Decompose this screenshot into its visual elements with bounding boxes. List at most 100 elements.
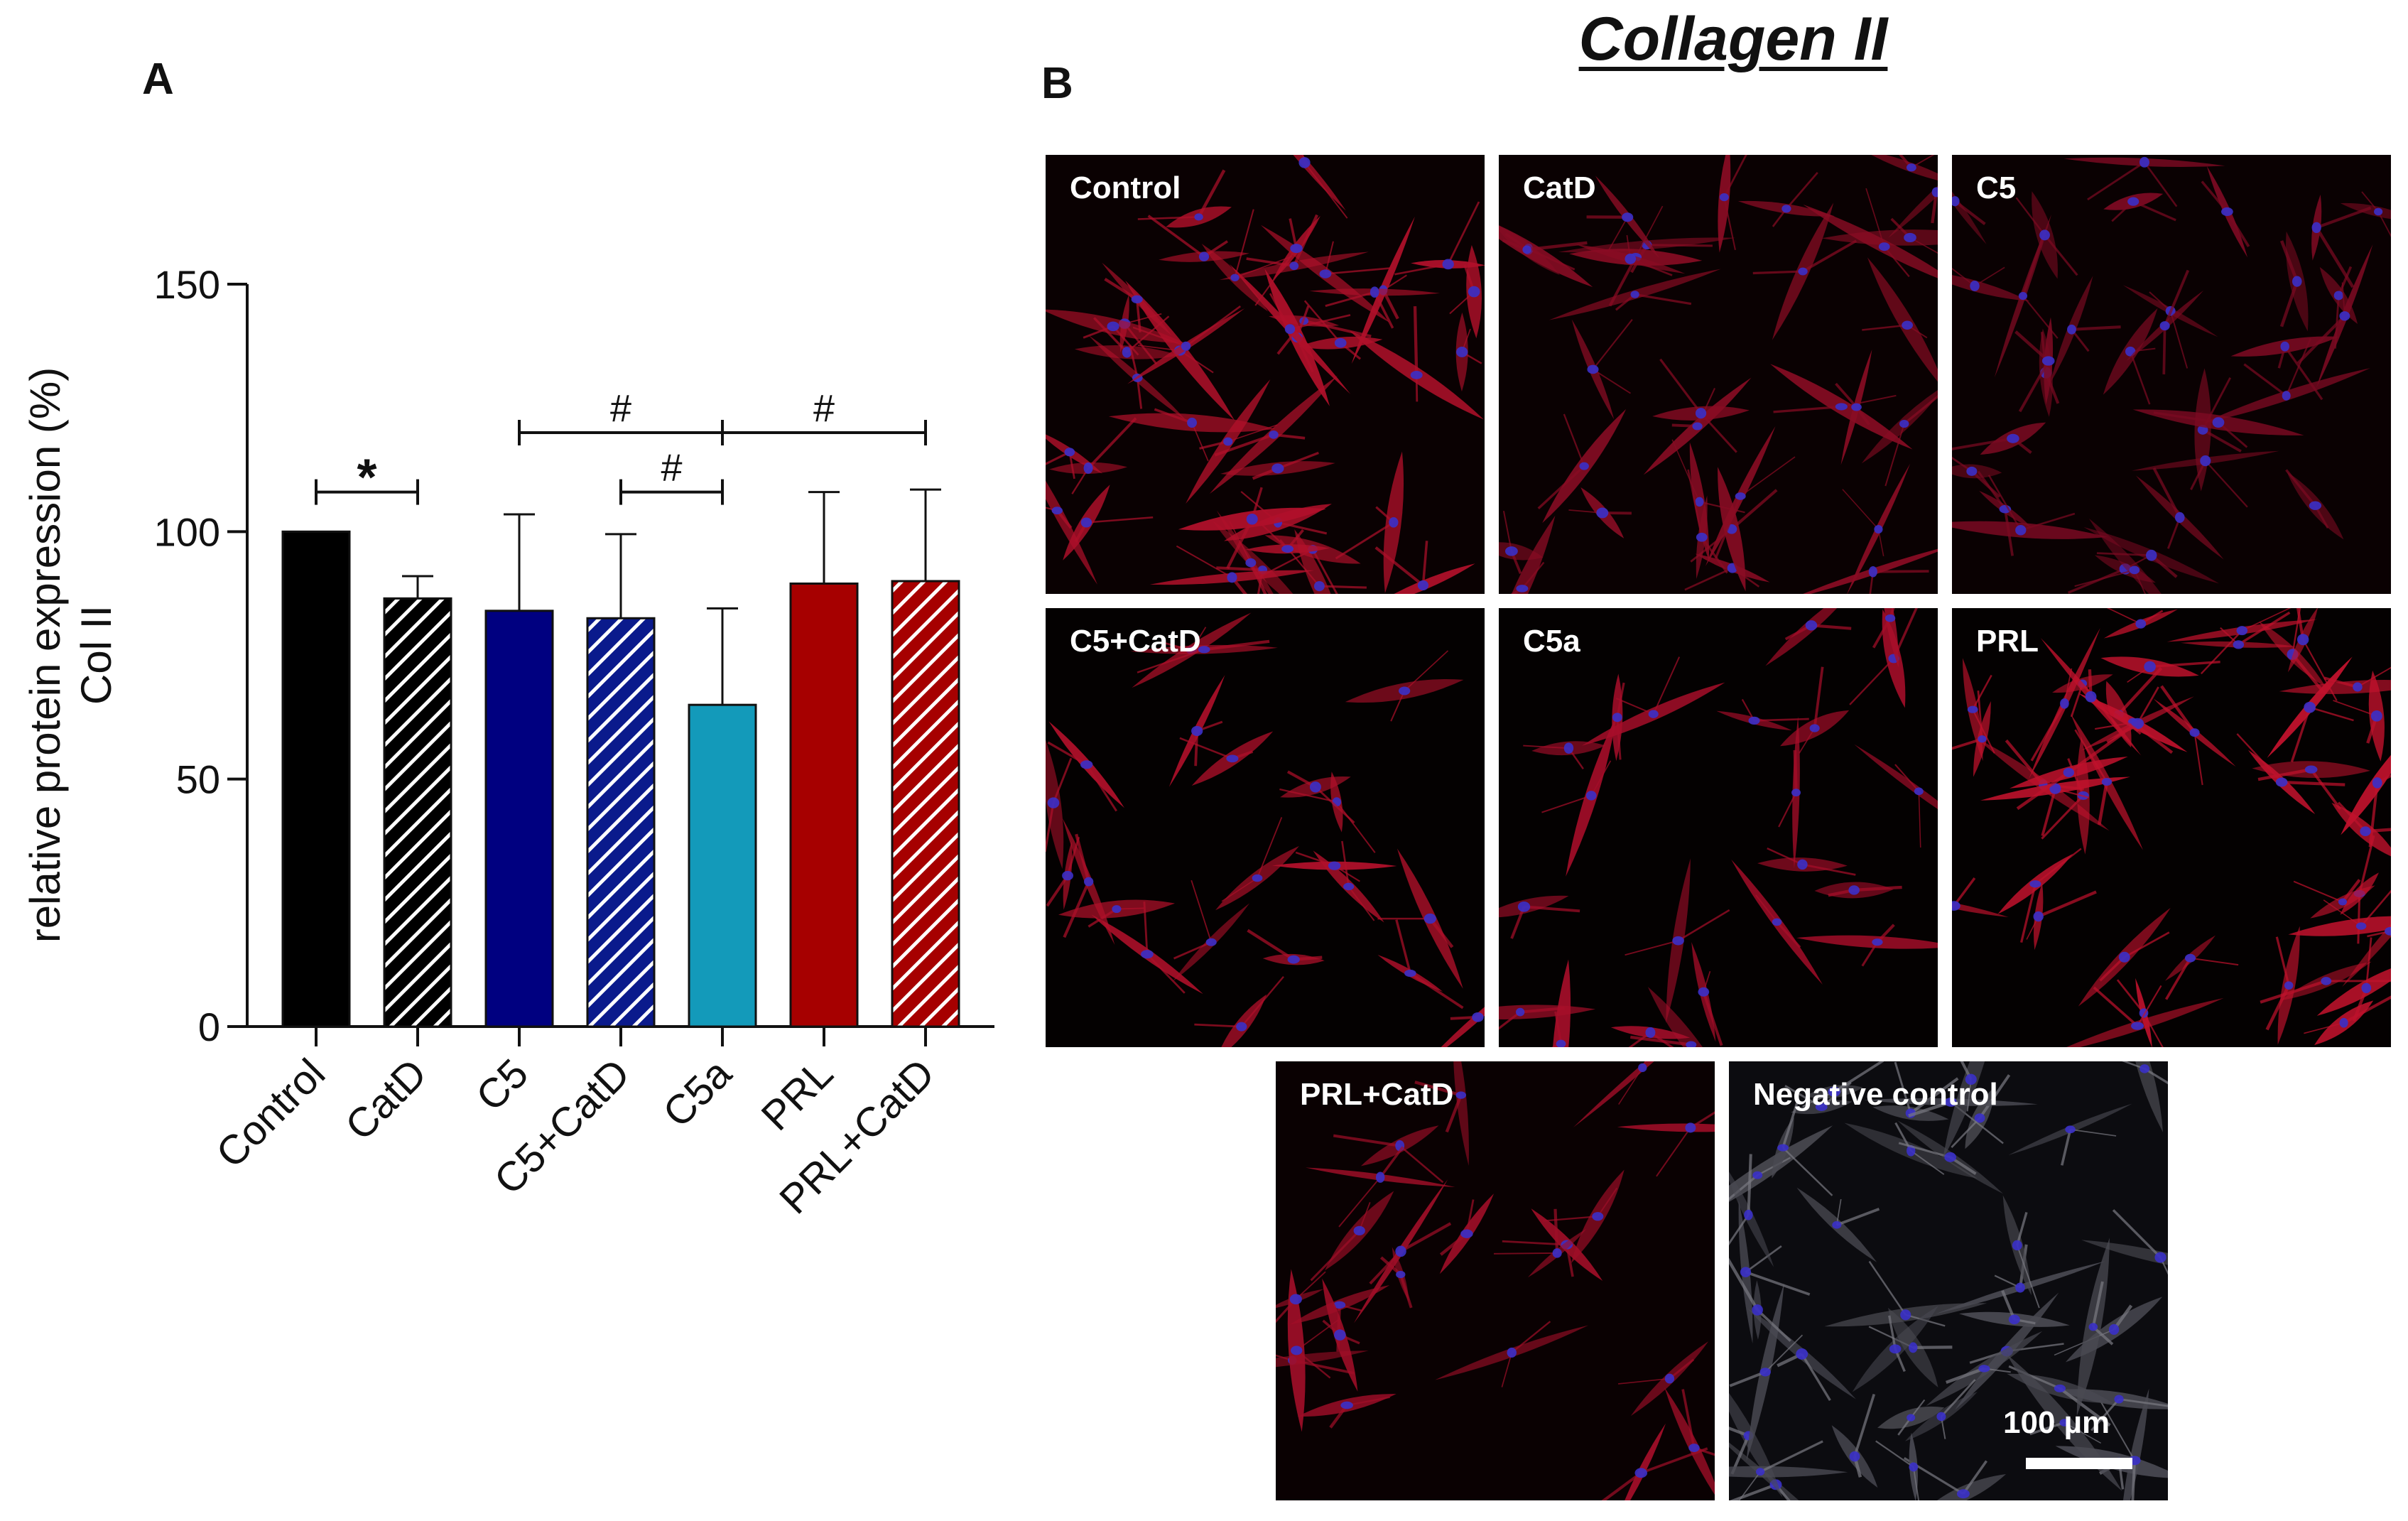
cell-process bbox=[1247, 929, 1295, 961]
nucleus bbox=[2304, 765, 2318, 774]
nucleus bbox=[1630, 291, 1639, 298]
cell-process bbox=[2074, 569, 2135, 588]
cell-process bbox=[1940, 1379, 1976, 1417]
cell-process bbox=[1868, 1260, 1907, 1316]
nucleus bbox=[2159, 321, 2170, 331]
nucleus bbox=[2221, 207, 2233, 217]
nucleus bbox=[1835, 403, 1848, 411]
cell-process bbox=[1329, 1404, 1348, 1429]
cell-body bbox=[2066, 997, 2224, 1047]
cell-process bbox=[2122, 1061, 2145, 1070]
y-tick-label: 100 bbox=[154, 509, 220, 554]
nucleus bbox=[2088, 1323, 2098, 1331]
x-tick-label: C5a bbox=[654, 1050, 741, 1137]
nucleus bbox=[2275, 777, 2288, 787]
nucleus bbox=[1516, 1007, 1525, 1017]
cell-process bbox=[2016, 771, 2070, 811]
cell-process bbox=[1952, 267, 1975, 287]
cell-process bbox=[1953, 877, 1976, 907]
nucleus bbox=[1688, 1444, 1700, 1453]
cell-process bbox=[1877, 529, 1884, 556]
cell-process bbox=[2087, 161, 2145, 201]
cell-process bbox=[2160, 685, 2196, 734]
nucleus bbox=[1592, 1212, 1604, 1221]
cell-process bbox=[2098, 781, 2109, 826]
figure-title: Collagen II bbox=[1578, 5, 1888, 73]
cell-process bbox=[1684, 567, 1733, 591]
cell-process bbox=[1782, 1147, 1833, 1196]
nucleus bbox=[2065, 1125, 2076, 1134]
nucleus bbox=[1122, 347, 1132, 358]
cell-process bbox=[1764, 1334, 1804, 1373]
cell-process bbox=[2164, 957, 2192, 1000]
cell-process bbox=[1642, 1061, 1647, 1068]
nucleus bbox=[1645, 1027, 1656, 1038]
cell-process bbox=[1409, 972, 1464, 1010]
cell-process bbox=[1147, 215, 1205, 258]
cell-body bbox=[1952, 902, 2009, 917]
nucleus bbox=[2018, 291, 2028, 301]
cell-process bbox=[1601, 1471, 1642, 1500]
cell-process bbox=[2377, 211, 2391, 237]
cell-process bbox=[2099, 956, 2125, 982]
nucleus bbox=[1290, 244, 1303, 254]
nucleus bbox=[1047, 797, 1060, 808]
cell-process bbox=[1849, 658, 1894, 705]
nucleus bbox=[1740, 1267, 1752, 1277]
cell-process bbox=[2029, 1421, 2065, 1436]
cell-process bbox=[2055, 788, 2090, 799]
cell-process bbox=[1311, 548, 1338, 594]
cell-process bbox=[1273, 433, 1306, 440]
nucleus bbox=[1970, 281, 1980, 291]
cell-process bbox=[1773, 405, 1842, 413]
nucleus bbox=[2129, 565, 2140, 575]
nucleus bbox=[1900, 1309, 1911, 1321]
cell-process bbox=[1203, 639, 1270, 651]
nucleus bbox=[1313, 580, 1325, 592]
cell-process bbox=[1960, 1061, 1973, 1081]
cell-process bbox=[1221, 877, 1258, 902]
cell-body bbox=[1573, 1061, 1654, 1127]
cell-process bbox=[1379, 1146, 1404, 1179]
cell-process bbox=[1616, 717, 1622, 760]
bar-c5-catd bbox=[586, 617, 656, 1028]
cell-body bbox=[1729, 1392, 1783, 1498]
cell-process bbox=[1835, 1198, 1842, 1225]
nucleus bbox=[1112, 905, 1122, 914]
cell-process bbox=[1972, 674, 1992, 710]
cell-process bbox=[2149, 660, 2220, 669]
cell-process bbox=[1738, 1471, 1761, 1500]
cell-process bbox=[1781, 1102, 1799, 1149]
nucleus bbox=[1230, 274, 1240, 281]
cell-process bbox=[2163, 269, 2190, 327]
micrograph-label: Control bbox=[1070, 170, 1181, 205]
panel-b-letter: B bbox=[1041, 59, 1073, 108]
cell-process bbox=[1333, 1134, 1400, 1147]
cell-process bbox=[1087, 417, 1137, 470]
cell-process bbox=[1379, 1256, 1402, 1276]
nucleus bbox=[1223, 437, 1233, 446]
nucleus bbox=[1227, 572, 1237, 583]
nucleus bbox=[1062, 870, 1074, 881]
nucleus bbox=[1298, 157, 1311, 168]
cell-process bbox=[2337, 266, 2353, 296]
cell-process bbox=[1592, 319, 1633, 370]
cell-process bbox=[2063, 1422, 2101, 1444]
cell-process bbox=[1888, 1315, 1897, 1350]
cell-process bbox=[1854, 885, 1902, 892]
cell-body bbox=[2081, 1240, 2168, 1265]
cell-body bbox=[1221, 994, 1267, 1047]
cell-process bbox=[1135, 299, 1141, 332]
cell-process bbox=[1176, 545, 1232, 578]
cell-process bbox=[1802, 239, 1857, 273]
nucleus bbox=[1287, 955, 1300, 964]
cell-process bbox=[1511, 1321, 1551, 1353]
cell-process bbox=[2218, 421, 2248, 448]
nucleus bbox=[1974, 1113, 1985, 1123]
cell-body bbox=[1861, 390, 1938, 464]
cell-process bbox=[2143, 161, 2178, 207]
cell-body bbox=[1765, 608, 1838, 666]
x-tick-label: CatD bbox=[337, 1050, 435, 1149]
nucleus bbox=[2131, 718, 2144, 730]
nucleus bbox=[1289, 261, 1299, 271]
